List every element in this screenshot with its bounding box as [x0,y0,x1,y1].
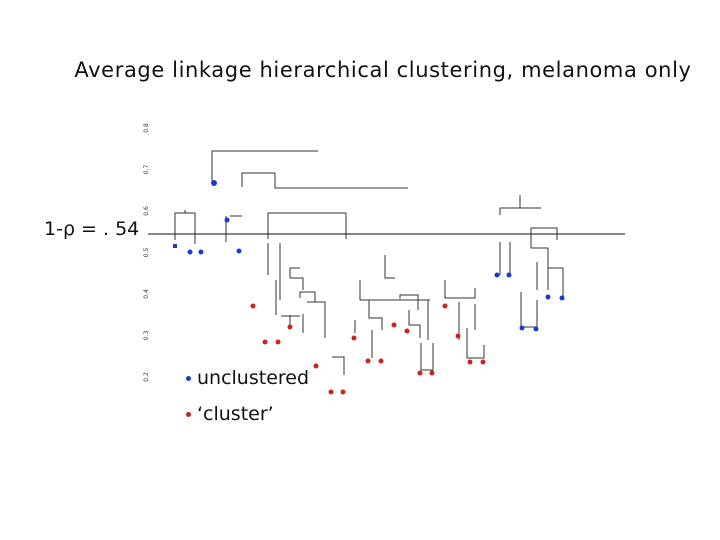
axis-tick-label: 0.4 [143,289,150,299]
branch-link [408,310,421,338]
leaf-cluster [287,324,293,330]
branch-link [174,212,196,244]
leaf-cluster [262,339,268,345]
leaf-unclustered [236,248,242,254]
branch-link [290,277,304,290]
branch-link [420,343,434,371]
branch-link [466,328,485,359]
leaf-cluster [442,303,448,309]
legend-cluster-label: ‘cluster’ [197,403,274,425]
branch-link [399,294,419,310]
branch-link [499,242,511,275]
branch-link [458,302,476,340]
leaf-cluster [250,303,256,309]
branch-link [359,280,430,301]
leaf-unclustered [533,326,539,332]
leaf-cluster [455,333,461,339]
leaf-unclustered [519,325,525,331]
branch-link [241,172,275,187]
axis-tick-label: 0.5 [143,248,150,258]
branch-link [299,291,316,302]
leaf-cluster [480,359,486,365]
branch-link [307,301,326,338]
legend-cluster-marker [186,412,191,417]
axis-tick-label: 0.3 [143,331,150,341]
branch-link [368,300,383,330]
tree-lines [174,150,564,375]
branch-link [520,292,538,328]
branch-link [275,280,291,325]
leaf-markers [173,180,565,395]
branch-link [499,195,541,215]
leaf-unclustered [494,272,500,278]
leaf-cluster [404,328,410,334]
branch-link [548,267,564,296]
leaf-unclustered [506,272,512,278]
leaf-cluster [467,359,473,365]
axis-tick-label: 0.6 [143,206,150,216]
leaf-unclustered [211,180,217,186]
leaf-cluster [417,370,423,376]
axis-tick-label: 0.2 [143,372,150,382]
branch-link [281,314,304,333]
leaf-cluster [429,370,435,376]
branch-link [267,212,347,239]
legend-cluster: ‘cluster’ [186,403,274,425]
branch-link [274,173,408,189]
leaf-cluster [313,363,319,369]
leaf-cluster [365,358,371,364]
axis-tick-label: 0.8 [143,123,150,133]
branch-link [354,320,373,358]
branch-link [384,255,395,279]
leaf-unclustered [173,244,177,248]
legend-unclustered-marker [186,376,191,381]
y-axis: 0.8 0.7 0.6 0.5 0.4 0.3 0.2 [143,123,150,382]
leaf-cluster [378,358,384,364]
chart-title: Average linkage hierarchical clustering,… [74,58,692,82]
leaf-cluster [275,339,281,345]
leaf-unclustered [559,295,565,301]
leaf-cluster [340,389,346,395]
legend-unclustered-label: unclustered [197,367,310,389]
legend-unclustered: unclustered [186,367,309,389]
leaf-unclustered [187,249,193,255]
axis-tick-label: 0.7 [143,165,150,175]
leaf-cluster [351,335,357,341]
leaf-cluster [328,389,334,395]
cut-threshold-label: 1-ρ = . 54 [44,218,140,240]
branch-link [267,243,281,300]
branch-link [289,267,300,278]
branch-link [531,227,558,240]
leaf-unclustered [224,217,230,223]
leaf-cluster [391,322,397,328]
branch-link [444,280,476,299]
branch-link [530,228,549,290]
branch-link [211,150,318,181]
branch-link [332,356,345,375]
leaf-unclustered [198,249,204,255]
leaf-unclustered [545,294,551,300]
